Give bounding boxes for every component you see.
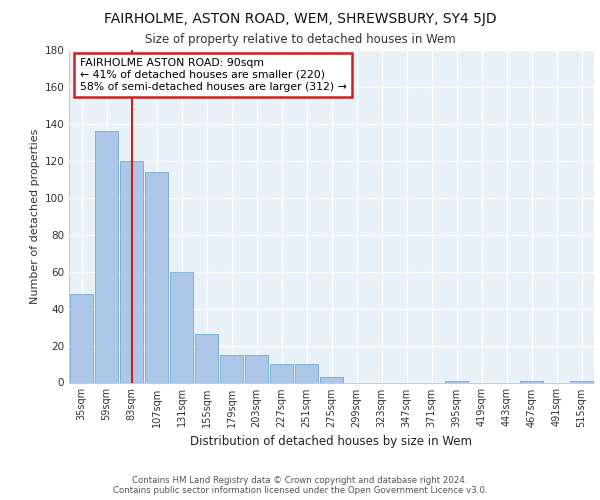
Text: Contains public sector information licensed under the Open Government Licence v3: Contains public sector information licen… [113, 486, 487, 495]
Bar [445, 380, 468, 382]
Bar [170, 272, 193, 382]
Bar [95, 132, 118, 382]
Bar [295, 364, 318, 382]
Bar [120, 161, 143, 382]
Bar [195, 334, 218, 382]
Y-axis label: Number of detached properties: Number of detached properties [30, 128, 40, 304]
Bar [445, 380, 468, 382]
Bar [95, 132, 118, 382]
Bar [70, 294, 93, 382]
Text: Contains HM Land Registry data © Crown copyright and database right 2024.: Contains HM Land Registry data © Crown c… [132, 476, 468, 485]
Text: FAIRHOLME ASTON ROAD: 90sqm
← 41% of detached houses are smaller (220)
58% of se: FAIRHOLME ASTON ROAD: 90sqm ← 41% of det… [79, 58, 346, 92]
X-axis label: Distribution of detached houses by size in Wem: Distribution of detached houses by size … [191, 435, 473, 448]
Bar [570, 380, 593, 382]
Bar [245, 355, 268, 382]
Bar [520, 380, 543, 382]
Bar [195, 334, 218, 382]
Bar [170, 272, 193, 382]
Bar [145, 172, 168, 382]
Bar [570, 380, 593, 382]
Bar [270, 364, 293, 382]
Bar [320, 377, 343, 382]
Bar [320, 377, 343, 382]
Bar [120, 161, 143, 382]
Bar [245, 355, 268, 382]
Bar [220, 355, 243, 382]
Text: FAIRHOLME, ASTON ROAD, WEM, SHREWSBURY, SY4 5JD: FAIRHOLME, ASTON ROAD, WEM, SHREWSBURY, … [104, 12, 496, 26]
Text: Size of property relative to detached houses in Wem: Size of property relative to detached ho… [145, 32, 455, 46]
Bar [70, 294, 93, 382]
Bar [270, 364, 293, 382]
Bar [145, 172, 168, 382]
Bar [220, 355, 243, 382]
Bar [520, 380, 543, 382]
Bar [295, 364, 318, 382]
